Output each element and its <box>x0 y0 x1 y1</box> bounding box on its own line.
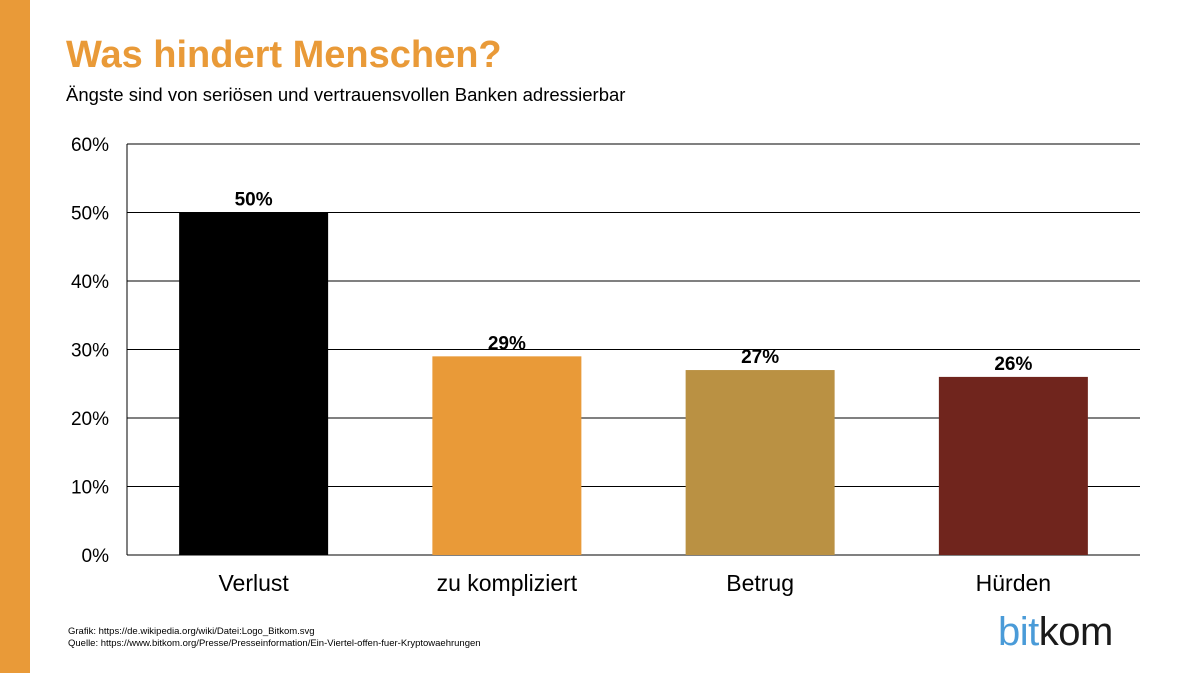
bar <box>179 212 329 555</box>
y-tick-label: 10% <box>71 478 109 499</box>
data-label: 29% <box>488 333 526 354</box>
y-tick-label: 50% <box>71 204 109 225</box>
x-tick-label: zu kompliziert <box>437 570 578 596</box>
y-tick-label: 60% <box>71 135 109 156</box>
chart-subtitle: Ängste sind von seriösen und vertrauensv… <box>66 84 626 105</box>
data-label: 50% <box>235 190 273 211</box>
chart-title: Was hindert Menschen? <box>66 34 502 76</box>
source-footer: Grafik: https://de.wikipedia.org/wiki/Da… <box>68 626 481 650</box>
bar <box>938 376 1088 555</box>
y-tick-label: 40% <box>71 272 109 293</box>
bar <box>685 370 835 555</box>
y-tick-label: 30% <box>71 341 109 362</box>
accent-side-bar <box>0 0 30 673</box>
bitkom-logo: bitkom <box>998 612 1113 652</box>
data-label: 27% <box>741 347 779 368</box>
y-tick-label: 20% <box>71 409 109 430</box>
x-tick-label: Betrug <box>726 570 794 596</box>
x-tick-label: Verlust <box>218 570 289 596</box>
logo-part-bit: bit <box>998 610 1039 654</box>
bar <box>432 356 582 555</box>
footer-source: Quelle: https://www.bitkom.org/Presse/Pr… <box>68 638 481 649</box>
x-tick-label: Hürden <box>976 570 1051 596</box>
footer-graphic-credit: Grafik: https://de.wikipedia.org/wiki/Da… <box>68 626 315 637</box>
data-label: 26% <box>994 354 1032 375</box>
logo-part-kom: kom <box>1038 610 1114 654</box>
y-tick-label: 0% <box>82 546 110 567</box>
